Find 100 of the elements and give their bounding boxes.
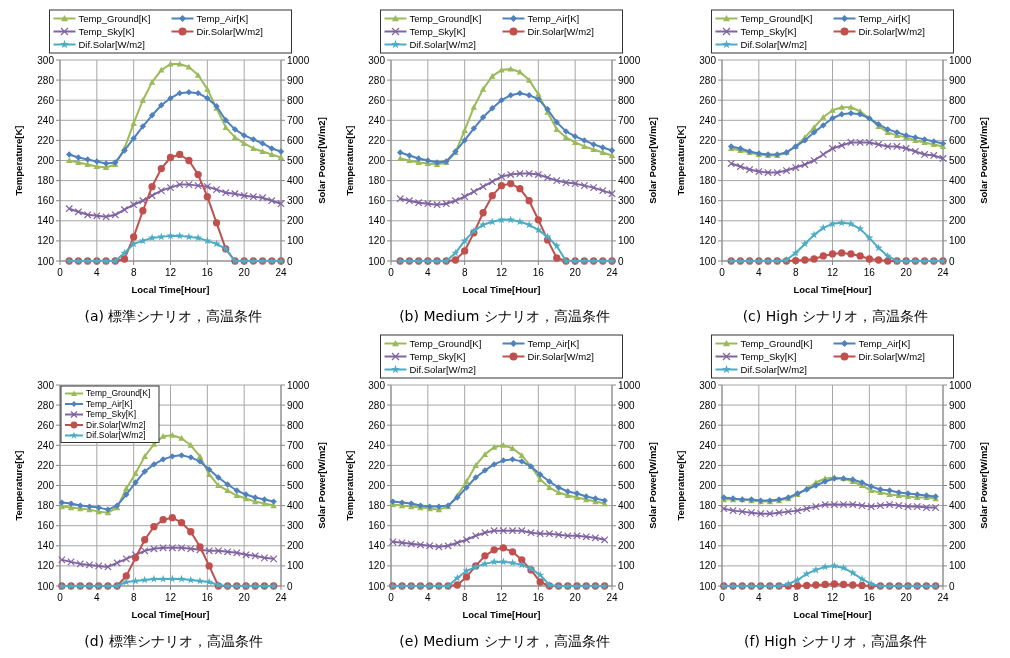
y-tick-label: 160: [699, 195, 717, 207]
y-tick-label: 280: [37, 74, 55, 86]
y-tick-label: 300: [37, 54, 55, 66]
y-tick-label: 160: [699, 520, 717, 532]
text: (e) Medium シナリオ，高温条件: [399, 633, 610, 649]
y2-tick-label: 1000: [949, 54, 972, 66]
y2-tick-label: 1000: [618, 54, 641, 66]
y-tick-label: 280: [37, 399, 55, 411]
y-tick-label: 180: [699, 175, 717, 187]
y2-tick-label: 400: [949, 175, 967, 187]
y-tick-label: 200: [368, 155, 386, 166]
y2-tick-label: 600: [949, 459, 967, 471]
y2-tick-label: 800: [618, 94, 636, 106]
legend-label: Dir.Solar[W/m2]: [858, 350, 926, 362]
legend-label: Temp_Ground[K]: [740, 337, 813, 349]
x-tick-label: 16: [201, 592, 214, 603]
legend-label: Temp_Air[K]: [86, 398, 133, 409]
y2-tick-label: 200: [287, 540, 305, 552]
x-tick-label: 24: [606, 267, 618, 278]
y2-tick-label: 100: [949, 235, 967, 247]
text: (a) 標準シナリオ，高温条件: [84, 308, 263, 324]
y-tick-label: 100: [699, 580, 717, 592]
y-tick-label: 280: [699, 399, 717, 411]
y2-tick-label: 1000: [287, 379, 310, 391]
y2-axis-title: Solar Power[W/m2]: [978, 442, 989, 529]
y-tick-label: 200: [37, 155, 55, 166]
y-tick-label: 200: [368, 480, 386, 491]
y2-tick-label: 600: [618, 134, 636, 146]
y2-tick-label: 400: [618, 500, 636, 512]
y2-tick-label: 900: [949, 74, 967, 86]
x-tick-label: 16: [532, 267, 545, 278]
legend-label: Temp_Air[K]: [527, 337, 580, 349]
y2-tick-label: 400: [287, 500, 305, 512]
y-tick-label: 300: [37, 379, 55, 391]
legend-label: Temp_Air[K]: [196, 12, 249, 24]
y2-tick-label: 200: [949, 215, 967, 227]
x-tick-label: 20: [238, 592, 251, 603]
y2-tick-label: 1000: [949, 379, 972, 391]
text: (c) High シナリオ，高温条件: [742, 308, 929, 324]
x-tick-label: 12: [495, 592, 508, 603]
y-tick-label: 180: [699, 500, 717, 512]
y2-tick-label: 400: [287, 175, 305, 187]
legend-label: Temp_Air[K]: [858, 12, 911, 24]
y-tick-label: 300: [699, 54, 717, 66]
x-tick-label: 4: [756, 267, 763, 278]
y2-tick-label: 500: [618, 155, 636, 166]
y-tick-label: 280: [368, 399, 386, 411]
x-tick-label: 16: [532, 592, 545, 603]
y-tick-label: 120: [368, 560, 386, 572]
y-tick-label: 100: [37, 580, 55, 592]
y-tick-label: 220: [368, 134, 386, 146]
y-tick-label: 260: [699, 419, 717, 431]
legend-label: Temp_Ground[K]: [86, 388, 151, 399]
y2-tick-label: 700: [949, 114, 967, 126]
legend-label: Dif.Solar[W/m2]: [740, 38, 808, 50]
legend-label: Temp_Air[K]: [527, 12, 580, 24]
legend-label: Temp_Sky[K]: [78, 25, 135, 37]
x-axis-title: Local Time[Hour]: [131, 284, 210, 295]
y2-axis-title: Solar Power[W/m2]: [978, 117, 989, 204]
y-tick-label: 180: [37, 175, 55, 187]
legend-label: Temp_Ground[K]: [409, 12, 482, 24]
y-tick-label: 180: [368, 175, 386, 187]
y2-tick-label: 600: [949, 134, 967, 146]
y2-tick-label: 800: [949, 94, 967, 106]
legend-label: Dif.Solar[W/m2]: [78, 38, 146, 50]
y2-tick-label: 1000: [287, 54, 310, 66]
y-tick-label: 100: [368, 255, 386, 267]
y2-tick-label: 500: [287, 155, 305, 166]
legend-label: Dir.Solar[W/m2]: [527, 350, 595, 362]
y2-tick-label: 700: [618, 114, 636, 126]
y2-tick-label: 400: [949, 500, 967, 512]
y2-tick-label: 500: [949, 480, 967, 491]
y2-tick-label: 1000: [618, 379, 641, 391]
legend-label: Dif.Solar[W/m2]: [409, 38, 477, 50]
y-axis-title: Temperature[K]: [13, 450, 24, 521]
y2-tick-label: 600: [618, 459, 636, 471]
y-tick-label: 100: [37, 255, 55, 267]
y-tick-label: 220: [37, 459, 55, 471]
legend-label: Dif.Solar[W/m2]: [86, 430, 146, 441]
legend-label: Temp_Sky[K]: [740, 350, 797, 362]
legend-label: Temp_Air[K]: [858, 337, 911, 349]
legend-label: Temp_Sky[K]: [740, 25, 797, 37]
x-tick-label: 20: [569, 267, 582, 278]
y-tick-label: 120: [37, 560, 55, 572]
x-tick-label: 24: [275, 267, 287, 278]
y2-tick-label: 0: [287, 580, 293, 592]
text: (b) Medium シナリオ，高温条件: [399, 308, 610, 324]
y2-tick-label: 200: [618, 540, 636, 552]
x-tick-label: 24: [937, 267, 949, 278]
legend-label: Dif.Solar[W/m2]: [409, 363, 477, 375]
x-tick-label: 4: [425, 267, 432, 278]
y2-tick-label: 0: [618, 580, 624, 592]
y-tick-label: 160: [368, 195, 386, 207]
y2-tick-label: 0: [949, 580, 955, 592]
y-tick-label: 140: [699, 215, 717, 227]
x-tick-label: 8: [461, 592, 468, 603]
y-tick-label: 240: [368, 114, 386, 126]
y2-tick-label: 200: [618, 215, 636, 227]
x-tick-label: 0: [388, 267, 395, 278]
legend-label: Dir.Solar[W/m2]: [196, 25, 264, 37]
